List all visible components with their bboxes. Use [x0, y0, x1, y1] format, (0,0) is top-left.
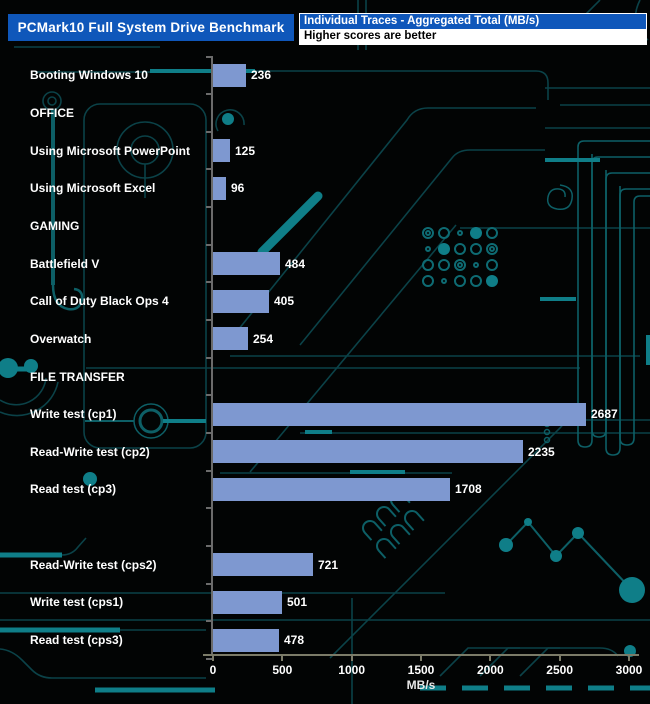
- category-label: Battlefield V: [30, 256, 100, 271]
- category-label: Read test (cps3): [30, 633, 123, 648]
- value-axis-tick: [489, 656, 492, 661]
- value-axis-tick-label: 1000: [338, 663, 365, 677]
- category-label: Write test (cp1): [30, 407, 117, 422]
- section-header: FILE TRANSFER: [30, 369, 125, 384]
- bar: [213, 590, 282, 614]
- bar: [213, 628, 279, 652]
- value-axis-tick-label: 2500: [546, 663, 573, 677]
- value-axis-unit-label: MB/s: [406, 678, 436, 692]
- category-axis-tick: [206, 168, 212, 171]
- legend-series-label: Individual Traces - Aggregated Total (MB…: [300, 14, 646, 29]
- bar: [213, 402, 586, 426]
- bar-value-label: 125: [235, 143, 256, 158]
- category-axis-tick: [206, 620, 212, 623]
- value-axis-tick-label: 3000: [615, 663, 643, 677]
- bar-value-label: 405: [274, 294, 295, 309]
- bar: [213, 252, 280, 276]
- category-axis-tick: [206, 469, 212, 472]
- bar: [213, 63, 246, 87]
- bar-value-label: 2687: [591, 407, 618, 422]
- value-axis-line: [203, 654, 639, 656]
- category-label: Booting Windows 10: [30, 68, 148, 83]
- value-axis-tick: [628, 656, 630, 661]
- category-axis-tick: [206, 319, 212, 322]
- category-axis-tick: [206, 243, 212, 246]
- category-label: Read-Write test (cps2): [30, 557, 157, 572]
- chart-legend: Individual Traces - Aggregated Total (MB…: [299, 13, 647, 45]
- category-axis-tick: [206, 130, 212, 133]
- bar-value-label: 254: [253, 331, 274, 346]
- category-axis-tick: [206, 93, 212, 96]
- value-axis-tick-label: 1500: [407, 663, 435, 677]
- bar-value-label: 1708: [455, 482, 482, 497]
- bar: [213, 176, 226, 200]
- value-axis-tick-label: 500: [272, 663, 293, 677]
- value-axis-tick: [212, 656, 214, 661]
- category-label: Write test (cps1): [30, 595, 124, 610]
- bar: [213, 440, 523, 464]
- section-header: GAMING: [30, 218, 80, 233]
- bar: [213, 553, 313, 577]
- page-title: PCMark10 Full System Drive Benchmark: [8, 14, 294, 41]
- bar-value-label: 236: [251, 68, 272, 83]
- legend-note: Higher scores are better: [300, 29, 646, 44]
- value-axis-tick-label: 0: [209, 663, 217, 677]
- bar-value-label: 484: [285, 256, 306, 271]
- category-axis-tick: [206, 507, 212, 510]
- category-axis-tick: [206, 432, 212, 434]
- value-axis-tick: [558, 656, 561, 661]
- category-axis-tick: [206, 281, 212, 284]
- category-axis-tick: [206, 206, 212, 209]
- category-label: Read-Write test (cp2): [30, 444, 150, 459]
- bar-value-label: 721: [318, 557, 339, 572]
- value-axis-tick: [350, 656, 353, 661]
- bar: [213, 327, 248, 351]
- category-axis-tick: [206, 55, 212, 58]
- bar: [213, 289, 269, 313]
- bar: [213, 477, 450, 501]
- category-axis-tick: [206, 582, 212, 585]
- section-header: OFFICE: [30, 105, 74, 120]
- category-axis-tick: [206, 657, 212, 660]
- category-label: Read test (cp3): [30, 482, 117, 497]
- bar-value-label: 501: [287, 595, 308, 610]
- value-axis-tick: [420, 656, 422, 661]
- bar-value-label: 478: [284, 633, 305, 648]
- value-axis-tick: [281, 656, 284, 661]
- category-label: Overwatch: [30, 331, 92, 346]
- category-label: Using Microsoft Excel: [30, 181, 156, 196]
- bar-value-label: 96: [231, 181, 245, 196]
- bar: [213, 139, 230, 163]
- category-axis-tick: [206, 544, 212, 547]
- category-label: Call of Duty Black Ops 4: [30, 294, 169, 309]
- category-label: Using Microsoft PowerPoint: [30, 143, 191, 158]
- category-axis-line: [211, 56, 213, 656]
- category-axis-tick: [206, 394, 212, 397]
- category-axis-tick: [206, 356, 212, 359]
- bar-value-label: 2235: [528, 444, 555, 459]
- value-axis-tick-label: 2000: [476, 663, 504, 677]
